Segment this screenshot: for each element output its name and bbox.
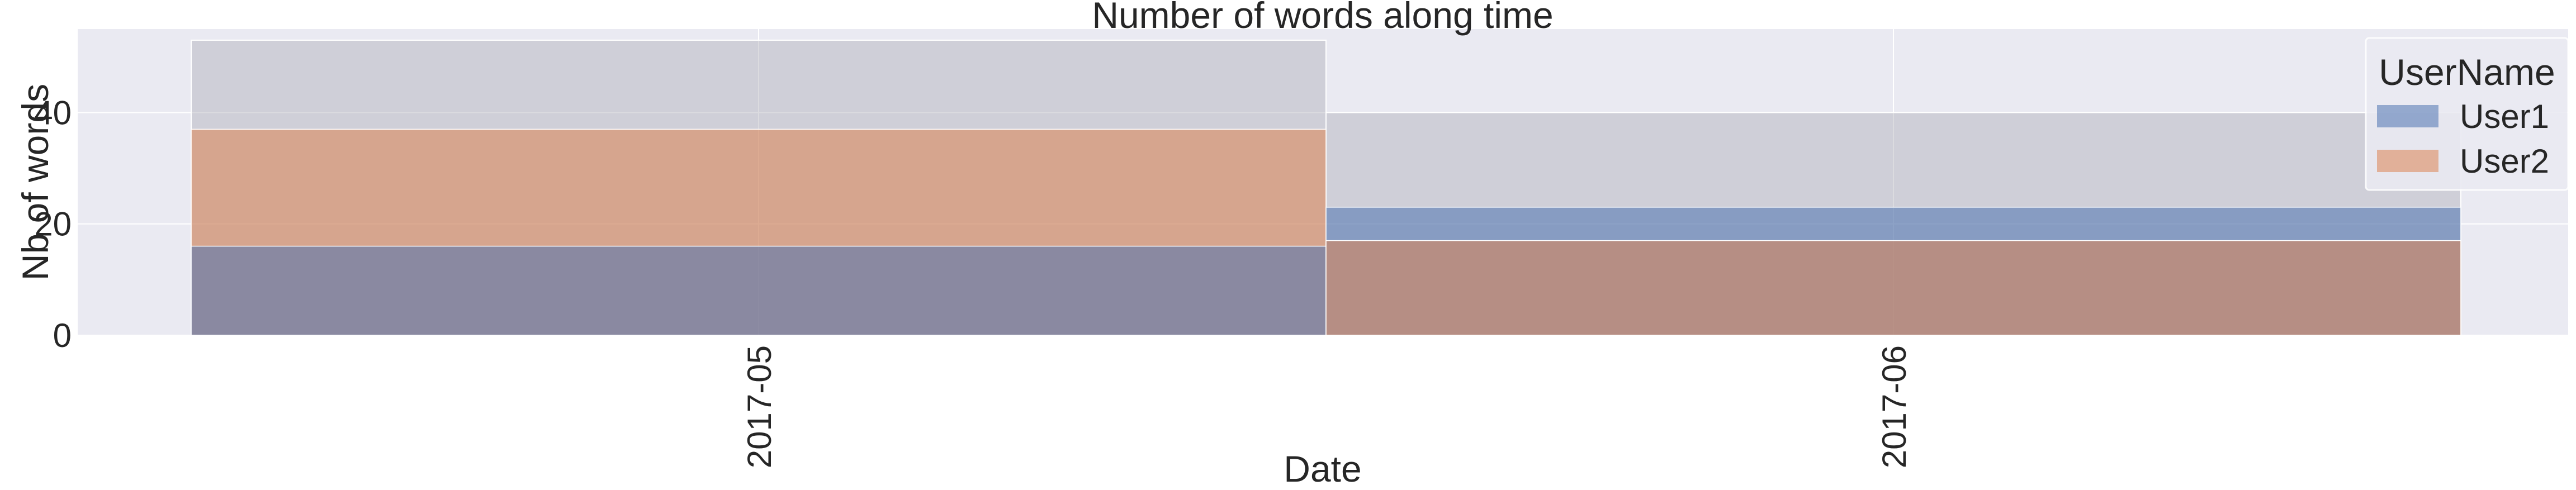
y-tick-label: 0 (53, 317, 72, 354)
y-tick-label: 40 (34, 94, 72, 131)
y-axis-label: Nb of words (15, 84, 56, 280)
y-axis-ticks: 0 20 40 (34, 94, 72, 354)
y-tick-label: 20 (34, 206, 72, 243)
legend-label-user2: User2 (2460, 142, 2549, 180)
bar-user1 (191, 245, 1327, 336)
legend-title: UserName (2379, 51, 2555, 93)
x-axis-label: Date (1284, 448, 1361, 489)
legend-swatch-user2 (2377, 150, 2438, 172)
legend: UserName User1 User2 (2365, 37, 2569, 191)
x-tick-label: 2017-05 (741, 345, 778, 468)
legend-label-user1: User1 (2460, 98, 2549, 135)
chart-title: Number of words along time (1092, 0, 1553, 36)
legend-items: User1 User2 (2377, 98, 2549, 180)
x-tick-label: 2017-06 (1876, 345, 1913, 468)
bar-user2 (1325, 240, 2461, 336)
x-axis-ticks: 2017-05 2017-06 (741, 345, 1913, 468)
legend-swatch-user1 (2377, 105, 2438, 127)
bars (191, 39, 2461, 336)
